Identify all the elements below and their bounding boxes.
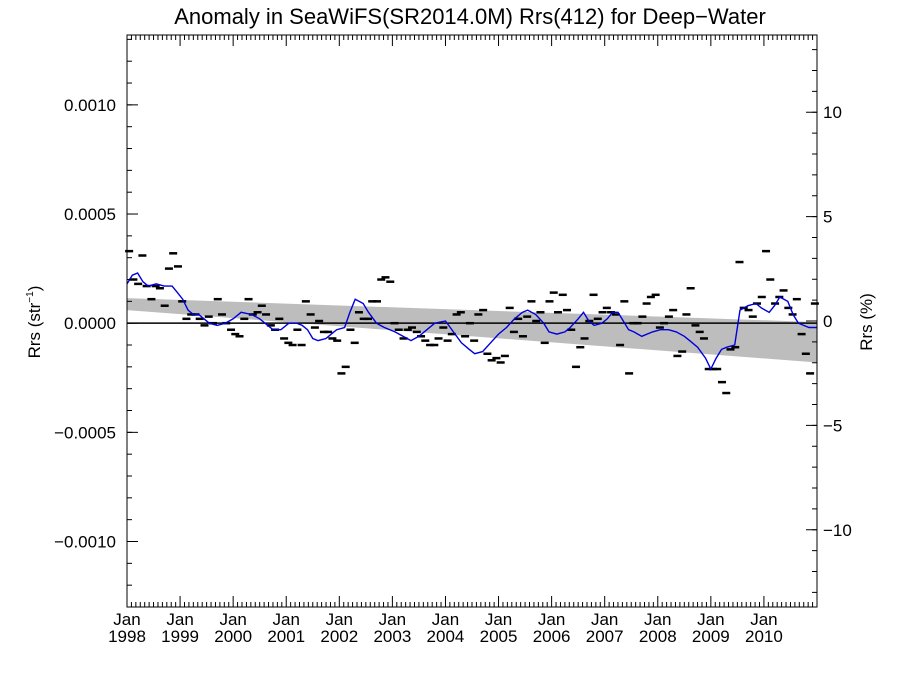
x-tick-year: 2005 [480, 627, 518, 646]
y-right-tick-label: −10 [823, 521, 852, 540]
y-left-tick-label: 0.0000 [64, 314, 116, 333]
x-tick-label: Jan 2005 [480, 610, 518, 646]
x-tick-month: Jan [538, 610, 565, 629]
y-right-tick-label: 0 [823, 312, 832, 331]
x-tick-month: Jan [166, 610, 193, 629]
x-tick-label: Jan 2003 [373, 610, 411, 646]
x-tick-month: Jan [591, 610, 618, 629]
x-tick-label: Jan 2007 [586, 610, 624, 646]
x-tick-month: Jan [644, 610, 671, 629]
y-axis-left-title: Rrs (str−1) [25, 286, 44, 359]
x-tick-year: 2009 [692, 627, 730, 646]
x-tick-month: Jan [326, 610, 353, 629]
x-tick-year: 2003 [373, 627, 411, 646]
x-tick-month: Jan [219, 610, 246, 629]
x-tick-label: Jan 1998 [108, 610, 146, 646]
y-right-tick-label: 5 [823, 208, 832, 227]
plot-area: 0.0010 0.0005 0.0000 −0.0005 −0.0010 10 5 0 −5 −1… [54, 34, 852, 646]
x-tick-year: 2008 [639, 627, 677, 646]
x-tick-label: Jan 2001 [267, 610, 305, 646]
x-tick-month: Jan [485, 610, 512, 629]
y-right-tick-label: 10 [823, 103, 842, 122]
x-tick-year: 2010 [745, 627, 783, 646]
x-tick-month: Jan [697, 610, 724, 629]
x-tick-label: Jan 2000 [214, 610, 252, 646]
x-tick-year: 2001 [267, 627, 305, 646]
x-tick-month: Jan [113, 610, 140, 629]
x-tick-year: 1999 [161, 627, 199, 646]
x-tick-year: 2007 [586, 627, 624, 646]
x-tick-month: Jan [273, 610, 300, 629]
x-tick-label: Jan 2004 [427, 610, 465, 646]
x-tick-year: 1998 [108, 627, 146, 646]
x-tick-label: Jan 2009 [692, 610, 730, 646]
x-tick-month: Jan [379, 610, 406, 629]
x-tick-month: Jan [432, 610, 459, 629]
x-tick-label: Jan 2002 [320, 610, 358, 646]
x-tick-year: 2006 [533, 627, 571, 646]
y-axis-right-title: Rrs (%) [857, 293, 876, 351]
x-tick-label: Jan 2006 [533, 610, 571, 646]
trend-confidence-band [127, 298, 817, 363]
x-tick-year: 2002 [320, 627, 358, 646]
x-tick-year: 2000 [214, 627, 252, 646]
x-tick-label: Jan 2010 [745, 610, 783, 646]
smoothed-series-line [126, 272, 817, 371]
y-left-tick-label: −0.0005 [54, 423, 116, 442]
y-left-tick-label: 0.0005 [64, 205, 116, 224]
y-left-tick-label: 0.0010 [64, 96, 116, 115]
y-right-tick-label: −5 [823, 416, 842, 435]
chart-title: Anomaly in SeaWiFS(SR2014.0M) Rrs(412) f… [174, 4, 766, 29]
x-tick-year: 2004 [427, 627, 465, 646]
x-tick-month: Jan [750, 610, 777, 629]
x-tick-label: Jan 2008 [639, 610, 677, 646]
y-left-tick-label: −0.0010 [54, 533, 116, 552]
x-tick-label: Jan 1999 [161, 610, 199, 646]
